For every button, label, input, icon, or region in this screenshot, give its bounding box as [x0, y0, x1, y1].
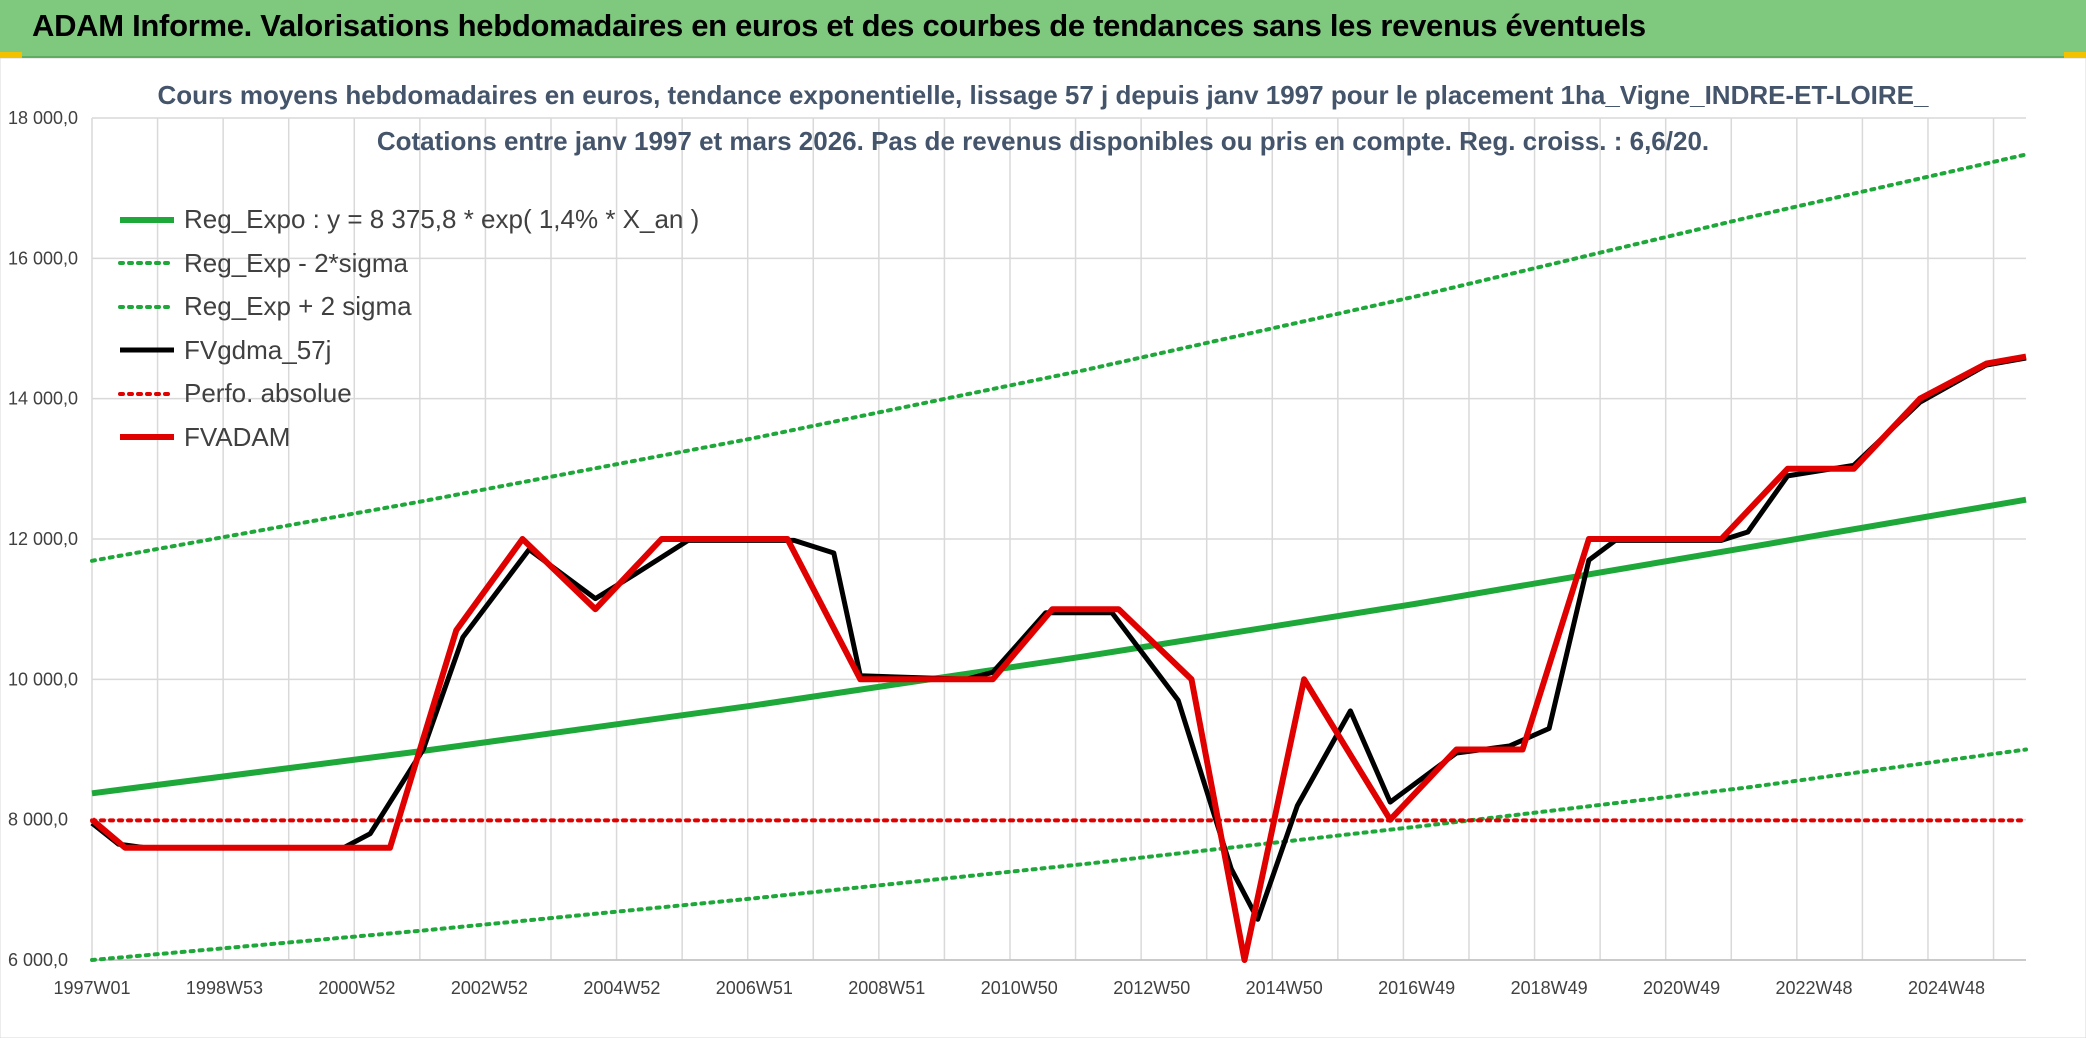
y-tick-label: 10 000,0: [8, 669, 78, 689]
legend-item: Reg_Exp - 2*sigma: [118, 242, 699, 286]
legend-swatch: [120, 434, 174, 441]
legend-item: Reg_Expo : y = 8 375,8 * exp( 1,4% * X_a…: [118, 198, 699, 242]
legend-swatch: [118, 304, 176, 309]
y-tick-label: 14 000,0: [8, 389, 78, 409]
legend-swatch: [118, 391, 176, 396]
x-tick-label: 2014W50: [1246, 978, 1323, 998]
y-tick-label: 8 000,0: [8, 810, 68, 830]
legend-item: FVgdma_57j: [118, 329, 699, 373]
x-tick-label: 2022W48: [1776, 978, 1853, 998]
series-line-5: [90, 353, 2027, 963]
legend-label: FVgdma_57j: [184, 334, 332, 365]
legend-item: Perfo. absolue: [118, 372, 699, 416]
x-tick-label: 1998W53: [186, 978, 263, 998]
chart-title-line-1: Cours moyens hebdomadaires en euros, ten…: [158, 80, 1930, 110]
y-tick-label: 16 000,0: [8, 248, 78, 268]
legend-item: FVADAM: [118, 416, 699, 460]
legend-swatch: [120, 216, 174, 223]
x-tick-label: 2024W48: [1908, 978, 1985, 998]
report-title: ADAM Informe. Valorisations hebdomadaire…: [32, 8, 1646, 43]
legend-label: Reg_Expo : y = 8 375,8 * exp( 1,4% * X_a…: [184, 204, 700, 235]
legend-label: FVADAM: [184, 421, 291, 452]
legend-label: Reg_Exp - 2*sigma: [184, 247, 408, 278]
series-group: [90, 152, 2028, 963]
corner-accent-left: [0, 52, 22, 58]
x-tick-label: 2012W50: [1113, 978, 1190, 998]
legend-swatch: [118, 261, 176, 266]
legend-item: Reg_Exp + 2 sigma: [118, 285, 699, 329]
x-tick-label: 2018W49: [1511, 978, 1588, 998]
x-axis: 1997W01 1998W53 2000W52 2002W52 2004W52 2006W…: [53, 978, 1985, 998]
x-tick-label: 2002W52: [451, 978, 528, 998]
series-line-1: [90, 747, 2028, 962]
legend: Reg_Expo : y = 8 375,8 * exp( 1,4% * X_a…: [118, 198, 699, 459]
series-line-2: [90, 152, 2028, 563]
series-line-3: [90, 355, 2027, 922]
x-tick-label: 2016W49: [1378, 978, 1455, 998]
x-tick-label: 2010W50: [981, 978, 1058, 998]
y-axis: 6 000,0 8 000,0 10 000,0 12 000,0 14 000,0 16…: [8, 108, 78, 970]
chart-title-line-2: Cotations entre janv 1997 et mars 2026. …: [377, 126, 1709, 156]
legend-label: Reg_Exp + 2 sigma: [184, 291, 412, 322]
x-tick-label: 1997W01: [53, 978, 130, 998]
x-tick-label: 2006W51: [716, 978, 793, 998]
x-tick-label: 2000W52: [318, 978, 395, 998]
y-tick-label: 6 000,0: [8, 950, 68, 970]
x-tick-label: 2008W51: [848, 978, 925, 998]
y-tick-label: 12 000,0: [8, 529, 78, 549]
report-header: ADAM Informe. Valorisations hebdomadaire…: [0, 0, 2086, 58]
corner-accent-right: [2064, 52, 2086, 58]
y-tick-label: 18 000,0: [8, 108, 78, 128]
x-tick-label: 2004W52: [583, 978, 660, 998]
x-tick-label: 2020W49: [1643, 978, 1720, 998]
chart: Cours moyens hebdomadaires en euros, ten…: [0, 58, 2086, 1038]
legend-swatch: [120, 347, 174, 353]
legend-label: Perfo. absolue: [184, 378, 352, 409]
